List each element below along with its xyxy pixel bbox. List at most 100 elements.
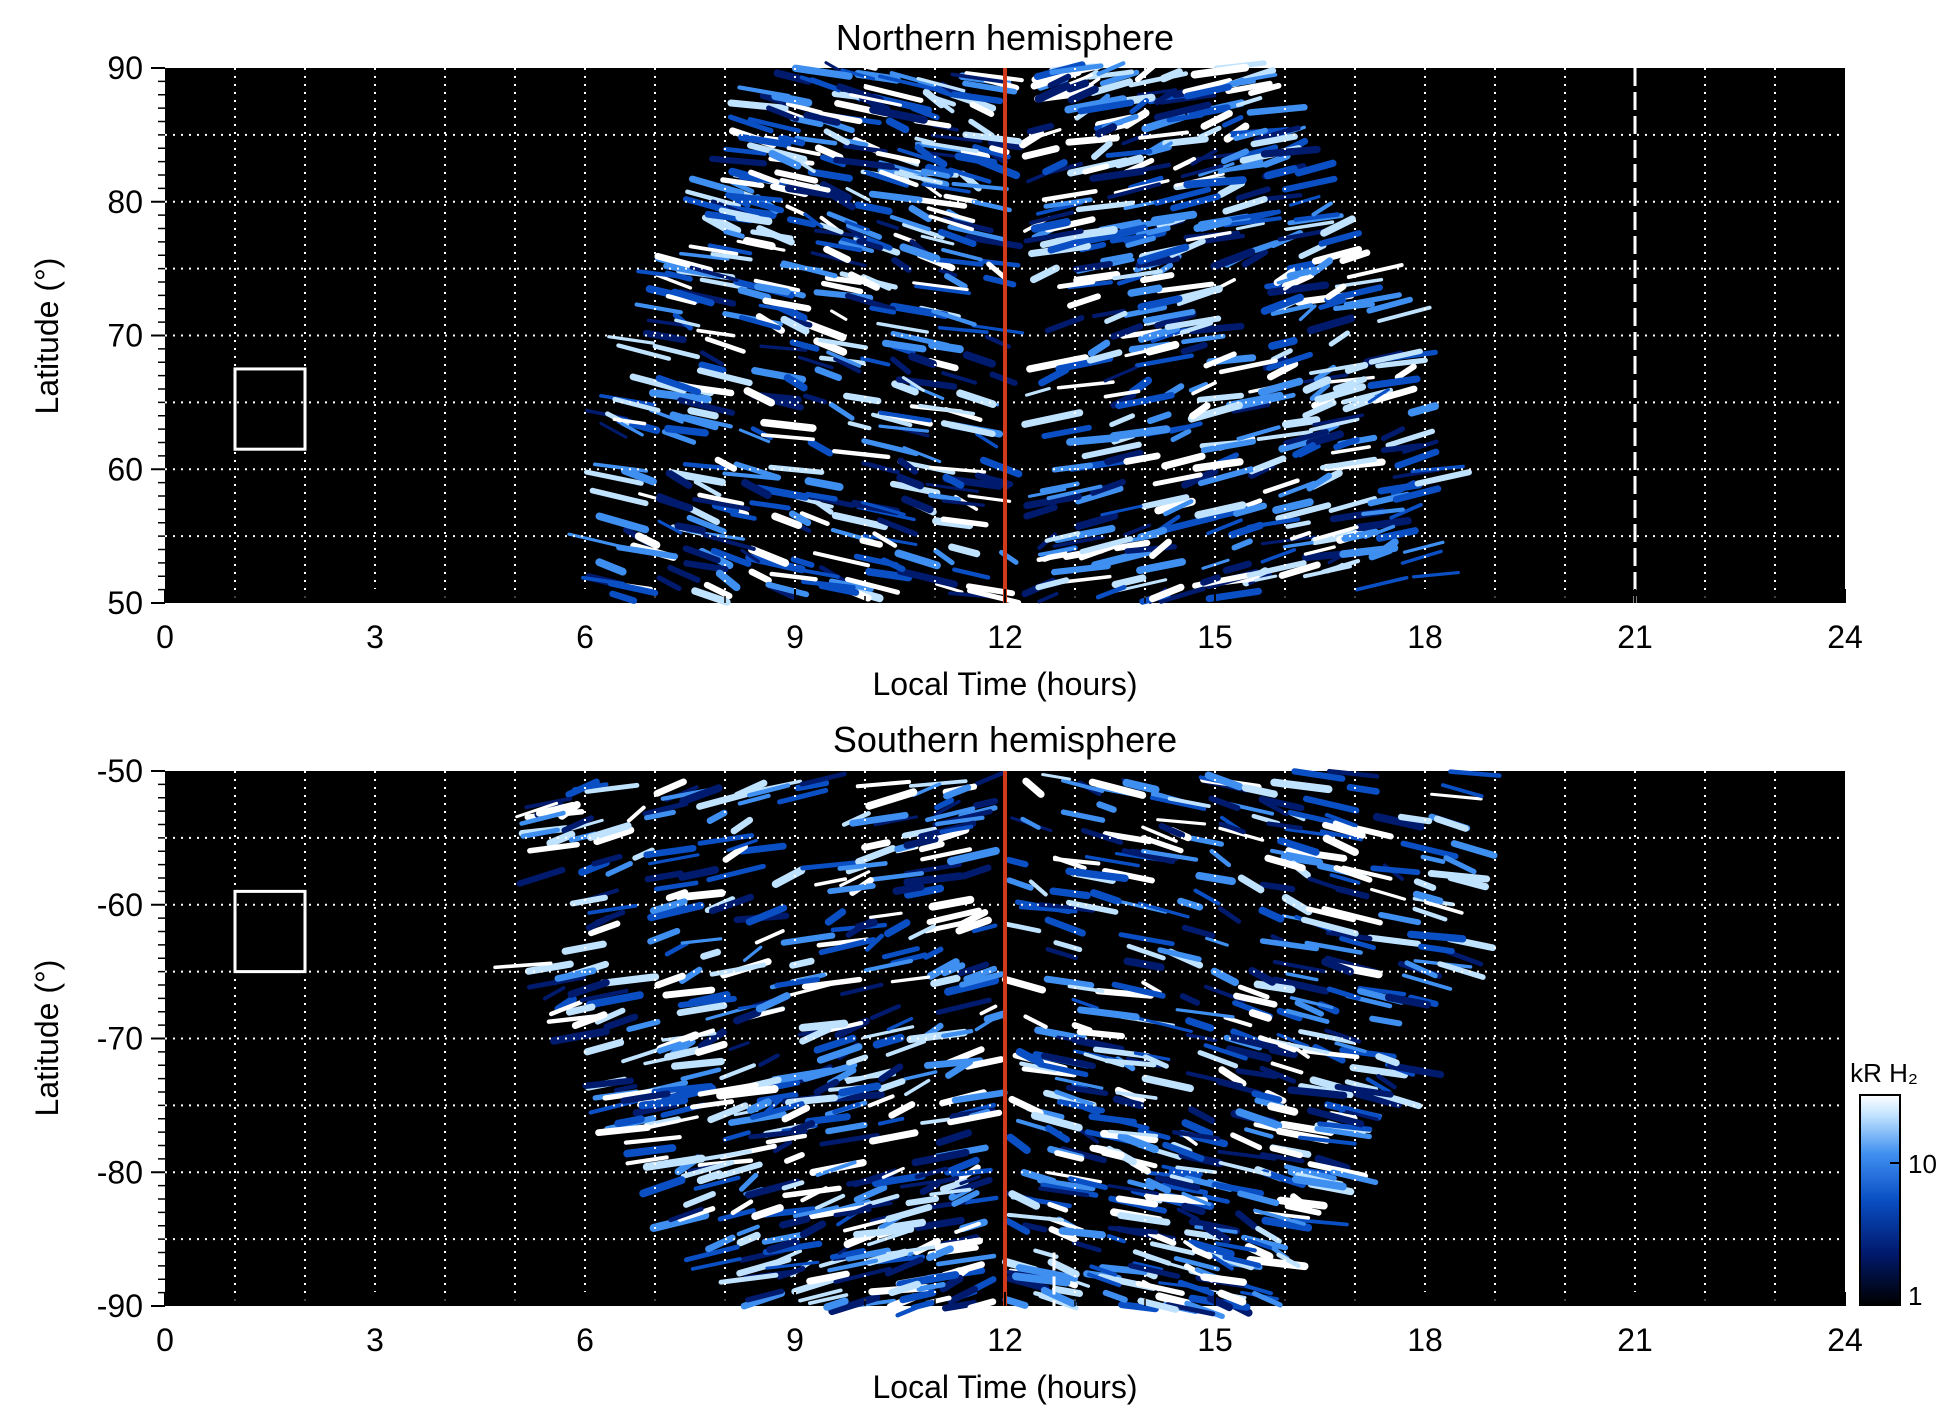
emission-streak bbox=[1137, 324, 1181, 343]
emission-streak bbox=[723, 146, 767, 156]
emission-streak bbox=[969, 101, 995, 117]
emission-streak bbox=[1311, 201, 1333, 217]
emission-streak bbox=[664, 1045, 704, 1061]
emission-streak bbox=[1037, 546, 1077, 557]
emission-streak bbox=[1180, 341, 1208, 355]
emission-streak bbox=[1370, 865, 1421, 876]
emission-streak bbox=[904, 1078, 931, 1097]
emission-streak bbox=[1349, 1064, 1409, 1079]
emission-streak bbox=[697, 833, 755, 846]
emission-streak bbox=[861, 839, 891, 851]
emission-streak bbox=[680, 937, 723, 945]
emission-streak bbox=[1096, 801, 1117, 813]
emission-streak bbox=[1370, 887, 1407, 901]
y-tick-label: -90 bbox=[97, 1288, 143, 1324]
emission-streak bbox=[1308, 417, 1360, 433]
emission-streak bbox=[1192, 458, 1244, 472]
emission-streak bbox=[516, 866, 566, 887]
emission-streak bbox=[690, 1099, 735, 1110]
emission-streak bbox=[583, 469, 644, 486]
emission-streak bbox=[860, 500, 906, 517]
emission-streak bbox=[1268, 336, 1298, 350]
emission-streak bbox=[1372, 812, 1425, 831]
emission-streak bbox=[585, 914, 612, 931]
emission-streak bbox=[840, 982, 884, 997]
emission-streak bbox=[941, 371, 978, 385]
emission-streak bbox=[1309, 382, 1331, 402]
emission-streak bbox=[1354, 575, 1409, 592]
emission-streak bbox=[1115, 1195, 1159, 1208]
emission-streak bbox=[826, 350, 862, 368]
emission-streak bbox=[1128, 175, 1164, 191]
emission-streak bbox=[759, 344, 808, 352]
emission-streak bbox=[1230, 1132, 1263, 1151]
emission-streak bbox=[1055, 226, 1118, 242]
emission-streak bbox=[881, 339, 927, 353]
emission-streak bbox=[814, 1193, 846, 1211]
emission-streak bbox=[948, 543, 981, 558]
emission-streak bbox=[886, 1016, 914, 1032]
emission-streak bbox=[1384, 993, 1431, 1009]
emission-streak bbox=[1233, 127, 1268, 141]
emission-streak bbox=[814, 144, 844, 161]
emission-streak bbox=[1266, 360, 1299, 381]
emission-streak bbox=[941, 1028, 974, 1039]
emission-streak bbox=[1188, 1106, 1216, 1125]
emission-streak bbox=[856, 238, 884, 251]
emission-streak bbox=[680, 1028, 716, 1043]
emission-streak bbox=[1155, 1292, 1192, 1308]
emission-streak bbox=[1001, 975, 1047, 994]
emission-streak bbox=[878, 74, 936, 91]
emission-streak bbox=[1175, 1165, 1218, 1175]
emission-streak bbox=[699, 277, 747, 290]
emission-streak bbox=[1380, 426, 1406, 442]
emission-streak bbox=[1141, 1279, 1160, 1292]
emission-streak bbox=[1132, 1261, 1164, 1272]
emission-streak bbox=[1235, 1108, 1283, 1130]
emission-streak bbox=[1218, 1066, 1247, 1088]
emission-streak bbox=[1321, 957, 1354, 976]
emission-streak bbox=[1179, 993, 1201, 1006]
emission-streak bbox=[1217, 906, 1242, 924]
emission-streak bbox=[653, 778, 687, 797]
emission-streak bbox=[1225, 80, 1273, 95]
emission-streak bbox=[1087, 339, 1111, 357]
emission-streak bbox=[964, 1056, 1005, 1070]
emission-streak bbox=[904, 862, 962, 876]
emission-streak bbox=[971, 324, 1025, 335]
emission-streak bbox=[1346, 263, 1404, 280]
emission-streak bbox=[941, 247, 983, 262]
emission-streak bbox=[656, 1039, 691, 1054]
emission-streak bbox=[771, 92, 813, 107]
emission-streak bbox=[1114, 899, 1168, 914]
emission-streak bbox=[1123, 452, 1161, 465]
emission-streak bbox=[1255, 1225, 1282, 1244]
emission-streak bbox=[1052, 856, 1101, 866]
emission-streak bbox=[1424, 900, 1464, 915]
emission-streak bbox=[816, 1043, 863, 1064]
emission-streak bbox=[864, 933, 884, 952]
emission-streak bbox=[1378, 911, 1422, 926]
emission-streak bbox=[1400, 549, 1443, 565]
emission-streak bbox=[711, 501, 740, 515]
emission-streak bbox=[845, 222, 882, 240]
emission-streak bbox=[836, 83, 884, 104]
emission-streak bbox=[1200, 109, 1233, 130]
emission-streak bbox=[639, 1176, 686, 1198]
emission-streak bbox=[1256, 429, 1313, 442]
emission-streak bbox=[928, 214, 974, 232]
northern-panel: Northern hemisphere 0 3 6 9 12 15 18 21 24 50 60 70… bbox=[29, 17, 1863, 702]
emission-streak bbox=[1142, 308, 1196, 324]
y-tick-label: -70 bbox=[97, 1021, 143, 1057]
emission-streak bbox=[1282, 274, 1307, 291]
emission-streak bbox=[1314, 1154, 1351, 1173]
emission-streak bbox=[1259, 192, 1303, 202]
emission-streak bbox=[950, 72, 1008, 84]
emission-streak bbox=[845, 1068, 893, 1084]
emission-streak bbox=[1079, 536, 1134, 555]
x-tick-label: 6 bbox=[576, 619, 594, 655]
y-axis-label: Latitude (°) bbox=[29, 960, 65, 1117]
emission-streak bbox=[1236, 425, 1281, 441]
emission-streak bbox=[736, 1231, 761, 1247]
emission-streak bbox=[1073, 1049, 1119, 1062]
